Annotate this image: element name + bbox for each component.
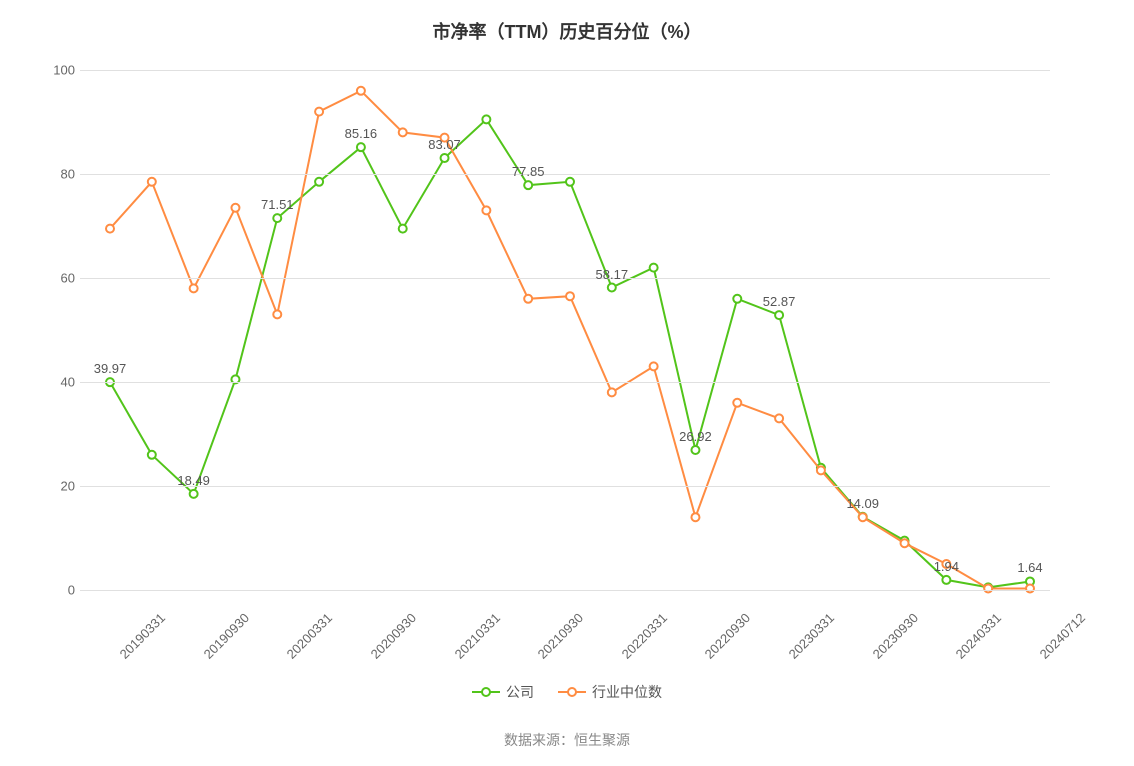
series-marker: [441, 154, 449, 162]
series-marker: [231, 204, 239, 212]
footer-text: 数据来源：恒生聚源: [0, 730, 1134, 750]
x-axis-label: 20200930: [368, 610, 420, 662]
x-axis-label: 20210331: [451, 610, 503, 662]
x-axis-label: 20240331: [953, 610, 1005, 662]
series-line-1: [110, 91, 1030, 589]
series-marker: [399, 128, 407, 136]
series-marker: [775, 311, 783, 319]
series-marker: [148, 178, 156, 186]
y-axis-label: 20: [45, 479, 75, 494]
grid-line: [80, 486, 1050, 487]
series-marker: [608, 284, 616, 292]
y-axis-label: 60: [45, 271, 75, 286]
series-marker: [859, 513, 867, 521]
x-axis-label: 20230331: [786, 610, 838, 662]
x-axis-label: 20230930: [869, 610, 921, 662]
legend: 公司 行业中位数: [0, 680, 1134, 702]
legend-item[interactable]: 公司: [472, 682, 534, 702]
series-marker: [817, 466, 825, 474]
series-marker: [691, 446, 699, 454]
series-marker: [733, 399, 741, 407]
series-marker: [190, 284, 198, 292]
series-marker: [942, 576, 950, 584]
legend-line-icon: [558, 691, 586, 693]
legend-marker-icon: [567, 687, 577, 697]
series-marker: [984, 584, 992, 592]
series-marker: [608, 388, 616, 396]
series-marker: [566, 292, 574, 300]
legend-item[interactable]: 行业中位数: [558, 682, 662, 702]
y-axis-label: 0: [45, 583, 75, 598]
data-point-label: 58.17: [596, 267, 629, 282]
series-marker: [775, 414, 783, 422]
series-marker: [357, 143, 365, 151]
x-axis-label: 20220331: [618, 610, 670, 662]
data-point-label: 18.49: [177, 473, 210, 488]
series-marker: [106, 225, 114, 233]
series-marker: [315, 178, 323, 186]
series-marker: [524, 295, 532, 303]
series-marker: [399, 225, 407, 233]
x-axis-label: 20210930: [535, 610, 587, 662]
series-marker: [901, 539, 909, 547]
series-marker: [650, 362, 658, 370]
chart-svg: [80, 70, 1050, 590]
data-point-label: 1.64: [1017, 560, 1042, 575]
grid-line: [80, 590, 1050, 591]
series-marker: [1026, 584, 1034, 592]
y-axis-label: 40: [45, 375, 75, 390]
data-point-label: 39.97: [94, 361, 127, 376]
legend-line-icon: [472, 691, 500, 693]
legend-label: 公司: [506, 682, 534, 702]
data-point-label: 14.09: [846, 496, 879, 511]
series-marker: [357, 87, 365, 95]
x-axis-label: 20200331: [284, 610, 336, 662]
data-point-label: 52.87: [763, 294, 796, 309]
data-point-label: 1.94: [934, 559, 959, 574]
series-marker: [315, 108, 323, 116]
legend-marker-icon: [481, 687, 491, 697]
grid-line: [80, 174, 1050, 175]
series-marker: [650, 264, 658, 272]
data-point-label: 77.85: [512, 164, 545, 179]
series-marker: [273, 310, 281, 318]
series-line-0: [110, 119, 1030, 587]
series-marker: [733, 295, 741, 303]
series-marker: [148, 451, 156, 459]
series-marker: [691, 513, 699, 521]
grid-line: [80, 278, 1050, 279]
series-marker: [190, 490, 198, 498]
x-axis-label: 20240712: [1037, 610, 1089, 662]
x-axis-label: 20220930: [702, 610, 754, 662]
y-axis-label: 80: [45, 167, 75, 182]
plot-area: 0204060801002019033120190930202003312020…: [80, 70, 1050, 590]
x-axis-label: 20190331: [117, 610, 169, 662]
legend-label: 行业中位数: [592, 682, 662, 702]
series-marker: [273, 214, 281, 222]
data-point-label: 71.51: [261, 197, 294, 212]
data-point-label: 85.16: [345, 126, 378, 141]
data-point-label: 26.92: [679, 429, 712, 444]
series-marker: [566, 178, 574, 186]
series-marker: [524, 181, 532, 189]
chart-container: 市净率（TTM）历史百分位（%） 02040608010020190331201…: [0, 0, 1134, 766]
chart-title: 市净率（TTM）历史百分位（%）: [0, 0, 1134, 44]
x-axis-label: 20190930: [200, 610, 252, 662]
series-marker: [482, 115, 490, 123]
grid-line: [80, 70, 1050, 71]
data-point-label: 83.07: [428, 137, 461, 152]
series-marker: [482, 206, 490, 214]
y-axis-label: 100: [45, 63, 75, 78]
grid-line: [80, 382, 1050, 383]
